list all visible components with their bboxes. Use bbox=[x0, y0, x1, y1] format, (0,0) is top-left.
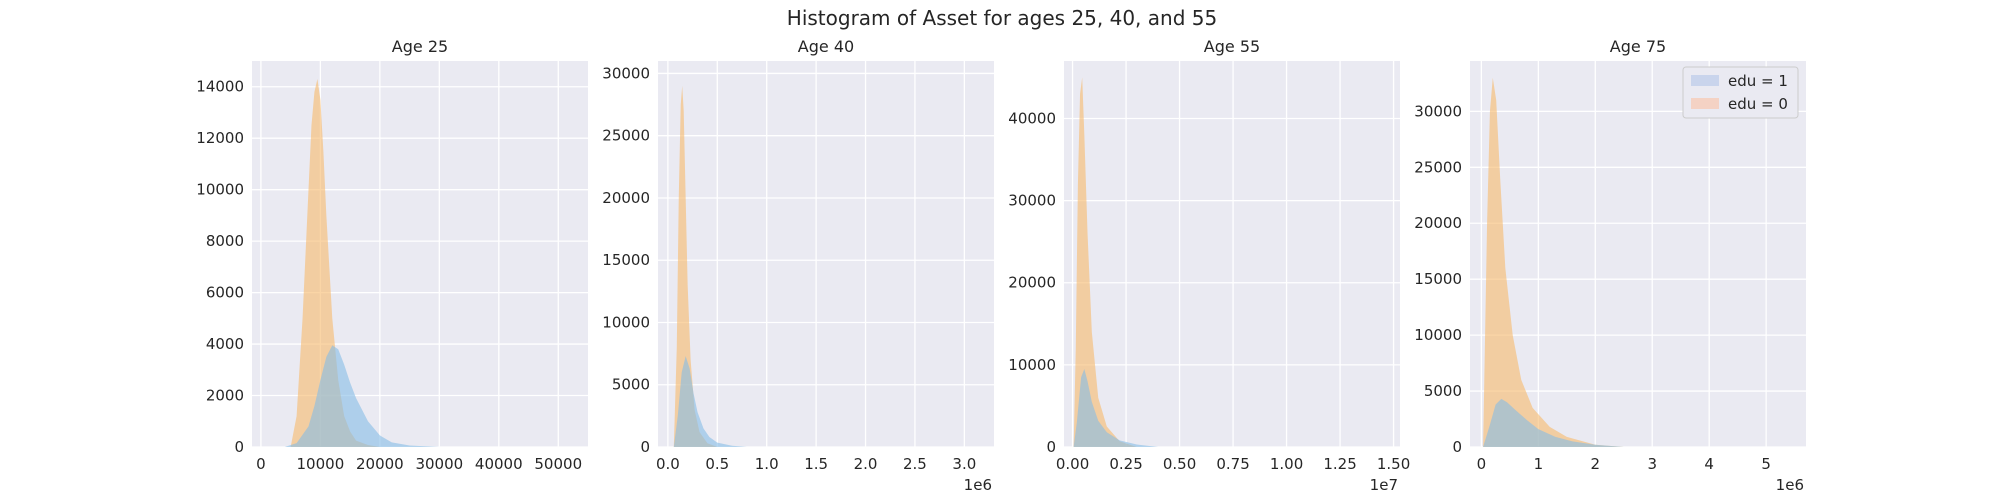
x-offset-label: 1e6 bbox=[964, 476, 992, 494]
plot-area bbox=[658, 61, 994, 447]
y-tick-label: 12000 bbox=[196, 129, 244, 147]
x-tick-label: 2.0 bbox=[854, 455, 878, 473]
y-tick-label: 8000 bbox=[206, 232, 244, 250]
x-tick-label: 5 bbox=[1761, 455, 1771, 473]
legend-label-edu-1: edu = 1 bbox=[1728, 72, 1788, 90]
y-tick-label: 20000 bbox=[602, 189, 650, 207]
y-tick-label: 10000 bbox=[1414, 326, 1462, 344]
series-edu-1-histogram bbox=[673, 356, 747, 447]
panel-title: Age 25 bbox=[392, 37, 448, 56]
y-tick-label: 10000 bbox=[602, 313, 650, 331]
plot-area bbox=[1064, 61, 1400, 447]
panel-age-25: 0 10000 20000 30000 40000 50000 0 2000 4000 6000 8… bbox=[196, 37, 588, 473]
x-tick-label: 1 bbox=[1534, 455, 1544, 473]
panel-age-75: 0 1 2 3 4 5 0 5000 10000 15000 20000 25000 30000 Age … bbox=[1414, 37, 1806, 494]
panel-age-40: 0.0 0.5 1.0 1.5 2.0 2.5 3.0 0 5000 10000 15000 2000… bbox=[602, 37, 994, 494]
figure-title: Histogram of Asset for ages 25, 40, and … bbox=[787, 6, 1217, 30]
y-tick-label: 10000 bbox=[196, 181, 244, 199]
y-tick-label: 30000 bbox=[1008, 192, 1056, 210]
x-tick-label: 0.50 bbox=[1163, 455, 1196, 473]
plot-area bbox=[1470, 61, 1806, 447]
gridlines bbox=[658, 61, 994, 448]
x-tick-label: 10000 bbox=[297, 455, 345, 473]
y-tick-label: 30000 bbox=[602, 64, 650, 82]
series-edu-1-histogram bbox=[284, 345, 440, 447]
y-tick-label: 15000 bbox=[602, 251, 650, 269]
y-tick-label: 0 bbox=[234, 438, 244, 456]
x-tick-label: 1.25 bbox=[1323, 455, 1356, 473]
legend: edu = 1 edu = 0 bbox=[1682, 66, 1799, 119]
y-tick-label: 10000 bbox=[1008, 356, 1056, 374]
x-tick-label: 3.0 bbox=[952, 455, 976, 473]
y-tick-label: 25000 bbox=[602, 127, 650, 145]
x-tick-label: 50000 bbox=[534, 455, 582, 473]
y-tick-label: 20000 bbox=[1008, 274, 1056, 292]
series-edu-0-histogram bbox=[1073, 77, 1137, 448]
x-tick-label: 20000 bbox=[356, 455, 404, 473]
x-tick-label: 2.5 bbox=[903, 455, 927, 473]
x-tick-label: 1.50 bbox=[1377, 455, 1410, 473]
series-edu-0-histogram bbox=[290, 79, 380, 447]
series-edu-0-histogram bbox=[673, 85, 718, 448]
x-tick-label: 30000 bbox=[415, 455, 463, 473]
x-tick-label: 0.00 bbox=[1056, 455, 1089, 473]
subplots: 0 10000 20000 30000 40000 5000002000400060008… bbox=[196, 37, 1806, 494]
x-offset-label: 1e6 bbox=[1776, 476, 1804, 494]
x-tick-label: 40000 bbox=[475, 455, 523, 473]
x-tick-label: 4 bbox=[1704, 455, 1714, 473]
y-tick-label: 0 bbox=[640, 438, 650, 456]
y-tick-label: 40000 bbox=[1008, 109, 1056, 127]
panel-title: Age 40 bbox=[798, 37, 854, 56]
y-tick-label: 5000 bbox=[1424, 382, 1462, 400]
y-tick-label: 25000 bbox=[1414, 158, 1462, 176]
gridlines bbox=[1064, 61, 1400, 448]
x-offset-label: 1e7 bbox=[1370, 476, 1398, 494]
x-tick-label: 0.25 bbox=[1109, 455, 1142, 473]
x-tick-label: 1.00 bbox=[1270, 455, 1303, 473]
legend-swatch-edu-0 bbox=[1691, 98, 1719, 109]
y-tick-label: 4000 bbox=[206, 335, 244, 353]
x-tick-label: 3 bbox=[1647, 455, 1657, 473]
legend-label-edu-0: edu = 0 bbox=[1728, 95, 1788, 113]
y-tick-label: 30000 bbox=[1414, 102, 1462, 120]
y-tick-label: 0 bbox=[1452, 438, 1462, 456]
x-tick-label: 0 bbox=[256, 455, 266, 473]
series-edu-1-histogram bbox=[1483, 398, 1624, 447]
panel-age-55: 0.00 0.25 0.50 0.75 1.00 1.25 1.50 0 10000 20000 3… bbox=[1008, 37, 1410, 494]
panel-title: Age 55 bbox=[1204, 37, 1260, 56]
y-tick-label: 2000 bbox=[206, 387, 244, 405]
legend-swatch-edu-1 bbox=[1691, 75, 1719, 86]
panel-title: Age 75 bbox=[1610, 37, 1666, 56]
series-edu-1-histogram bbox=[1073, 368, 1159, 447]
x-tick-label: 0.5 bbox=[705, 455, 729, 473]
x-tick-label: 1.0 bbox=[755, 455, 779, 473]
y-tick-label: 15000 bbox=[1414, 270, 1462, 288]
x-tick-label: 0.0 bbox=[656, 455, 680, 473]
y-tick-label: 14000 bbox=[196, 78, 244, 96]
y-tick-label: 6000 bbox=[206, 284, 244, 302]
y-tick-label: 20000 bbox=[1414, 214, 1462, 232]
y-tick-label: 0 bbox=[1046, 438, 1056, 456]
x-tick-label: 0.75 bbox=[1216, 455, 1249, 473]
y-tick-label: 5000 bbox=[612, 376, 650, 394]
x-tick-label: 0 bbox=[1477, 455, 1487, 473]
x-tick-label: 2 bbox=[1591, 455, 1601, 473]
x-tick-label: 1.5 bbox=[804, 455, 828, 473]
